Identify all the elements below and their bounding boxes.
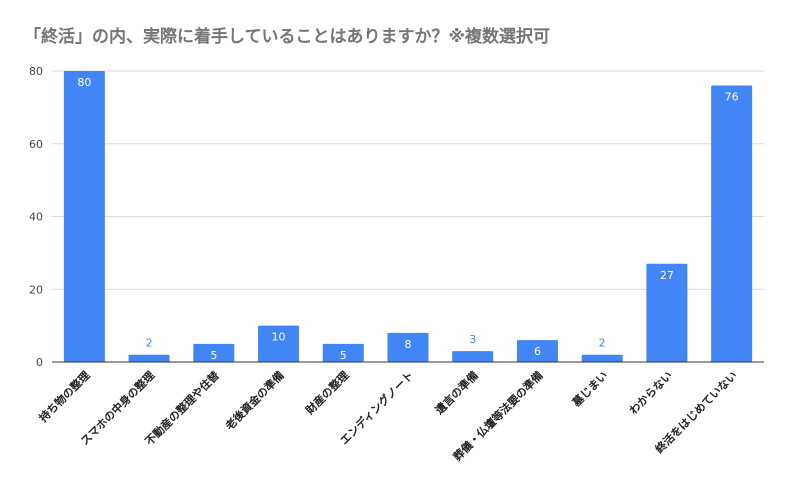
data-label: 80 <box>77 76 91 89</box>
y-tick-label: 40 <box>29 211 43 224</box>
data-label: 3 <box>469 333 476 346</box>
bar <box>193 343 235 362</box>
x-tick-label: わからない <box>627 369 675 417</box>
data-label: 6 <box>534 345 541 358</box>
y-tick-label: 20 <box>29 283 43 296</box>
data-label: 2 <box>599 337 606 350</box>
bar <box>63 71 105 362</box>
data-label: 76 <box>725 91 739 104</box>
y-tick-label: 60 <box>29 138 43 151</box>
chart-title: 「終活」の内、実際に着手していることはありますか？※複数選択可 <box>24 27 551 47</box>
bar <box>452 351 494 362</box>
x-tick-label: 老後資金の準備 <box>222 368 287 433</box>
y-tick-label: 80 <box>29 65 43 78</box>
bar <box>322 343 364 362</box>
bar <box>581 354 623 362</box>
bar <box>258 325 300 362</box>
bar <box>711 85 753 363</box>
y-tick-label: 0 <box>36 356 43 369</box>
x-tick-label: 持ち物の整理 <box>36 368 93 425</box>
bar <box>387 332 429 362</box>
x-tick-label: 遺言の準備 <box>431 368 480 417</box>
bar <box>646 263 688 362</box>
x-tick-label: 墓じまい <box>569 368 611 410</box>
data-label: 5 <box>210 349 217 362</box>
data-label: 5 <box>340 349 347 362</box>
data-label: 2 <box>146 337 153 350</box>
bar <box>516 340 558 362</box>
data-label: 8 <box>405 338 412 351</box>
bar <box>128 354 170 362</box>
data-label: 10 <box>272 331 286 344</box>
data-label: 27 <box>660 269 674 282</box>
x-tick-label: 財産の整理 <box>302 368 351 417</box>
